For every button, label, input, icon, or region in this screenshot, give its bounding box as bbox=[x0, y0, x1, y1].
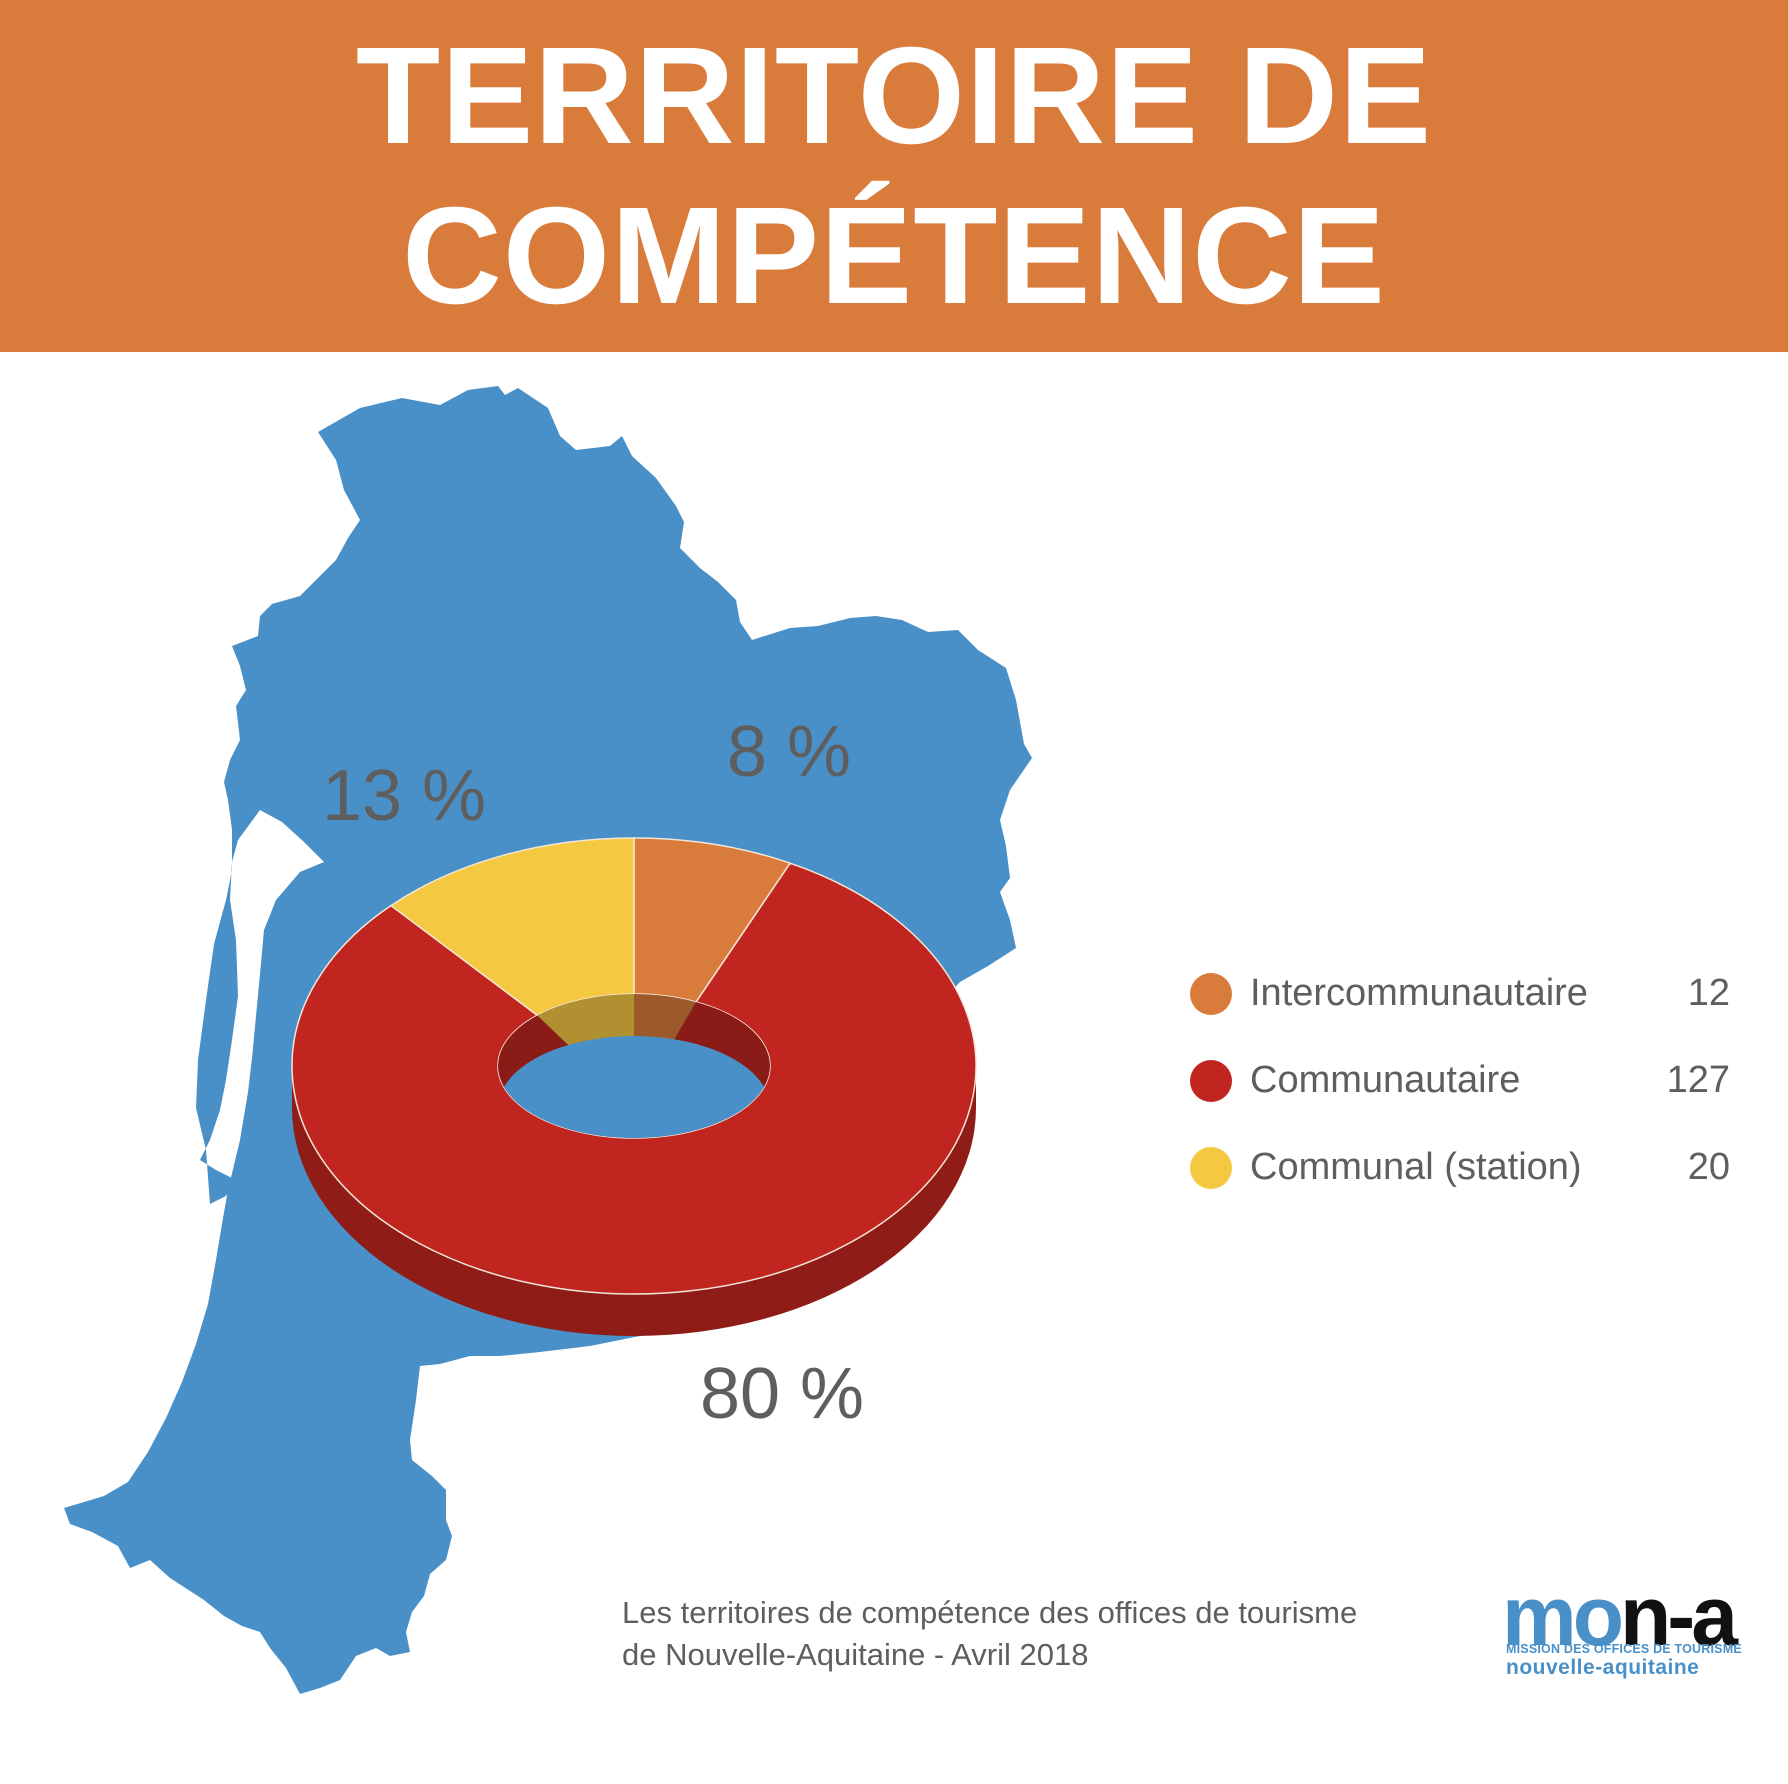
percent-labels: 8 % 80 % 13 % bbox=[322, 712, 864, 1434]
percent-label-1: 80 % bbox=[700, 1354, 864, 1434]
legend-swatch-circle-icon bbox=[1190, 1146, 1232, 1189]
title-banner: TERRITOIRE DE COMPÉTENCE bbox=[0, 0, 1788, 352]
legend-item-communal-station: Communal (station) 20 bbox=[1190, 1124, 1730, 1211]
logo-word-na: n-a bbox=[1620, 1569, 1738, 1663]
donut-chart bbox=[291, 837, 977, 1336]
legend-item-intercommunautaire: Intercommunautaire 12 bbox=[1190, 950, 1730, 1037]
legend-label: Intercommunautaire bbox=[1250, 972, 1588, 1014]
caption-line-1: Les territoires de compétence des office… bbox=[622, 1595, 1358, 1630]
legend-value: 12 bbox=[1687, 972, 1730, 1014]
legend-value: 20 bbox=[1687, 1146, 1730, 1188]
donut-hole bbox=[498, 1036, 770, 1138]
logo-wordmark: mon-a bbox=[1502, 1568, 1738, 1663]
page-title-line-2: COMPÉTENCE bbox=[402, 179, 1386, 333]
logo-word-mo: mo bbox=[1502, 1569, 1624, 1663]
percent-label-0: 8 % bbox=[727, 712, 851, 792]
logo-region: nouvelle-aquitaine bbox=[1506, 1656, 1700, 1679]
chart-legend: Intercommunautaire 12 Communautaire 127 … bbox=[1190, 950, 1730, 1211]
logo-tagline: MISSION DES OFFICES DE TOURISME bbox=[1506, 1642, 1742, 1656]
legend-item-communautaire: Communautaire 127 bbox=[1190, 1037, 1730, 1124]
chart-canvas: 8 % 80 % 13 % bbox=[64, 386, 1032, 1694]
legend-swatch-circle-icon bbox=[1190, 972, 1232, 1015]
legend-value: 127 bbox=[1666, 1059, 1730, 1101]
donut-slice-2 bbox=[389, 837, 635, 1017]
donut-side-1 bbox=[292, 1066, 976, 1336]
caption-line-2: de Nouvelle-Aquitaine - Avril 2018 bbox=[622, 1637, 1089, 1672]
legend-label: Communal (station) bbox=[1250, 1146, 1582, 1188]
percent-label-2: 13 % bbox=[322, 756, 486, 836]
page-title-line-1: TERRITOIRE DE bbox=[355, 19, 1433, 173]
mona-logo: mon-a MISSION DES OFFICES DE TOURISME no… bbox=[1502, 1569, 1752, 1682]
donut-inner-wall bbox=[498, 994, 770, 1138]
legend-label: Communautaire bbox=[1250, 1059, 1521, 1101]
figure-caption: Les territoires de compétence des office… bbox=[622, 1592, 1482, 1676]
legend-swatch-circle-icon bbox=[1190, 1059, 1232, 1102]
